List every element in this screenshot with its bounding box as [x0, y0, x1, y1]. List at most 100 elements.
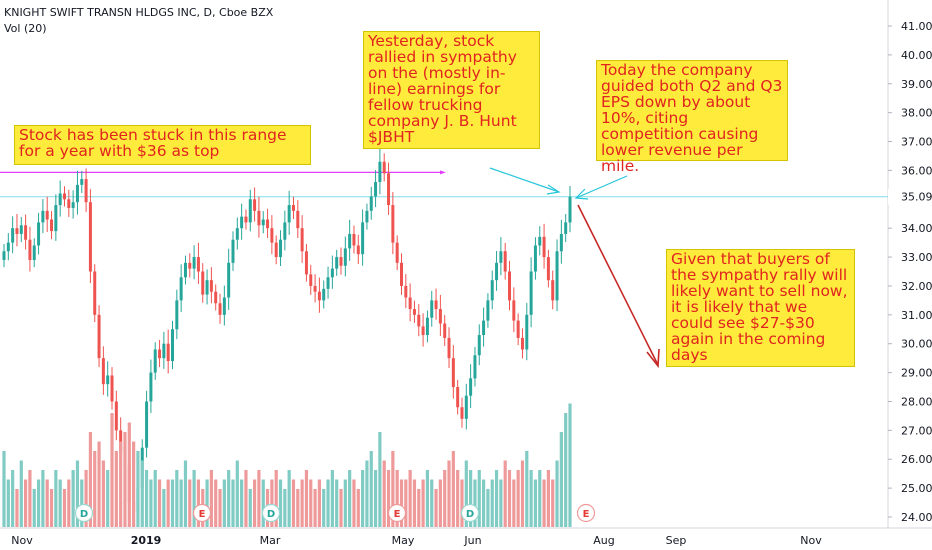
volume-bar [417, 489, 421, 527]
candle-body [339, 257, 343, 266]
candle-body [469, 378, 473, 396]
candle-body [443, 323, 447, 338]
candle-body [499, 251, 503, 263]
event-marker-circle [261, 503, 281, 523]
volume-bar [84, 470, 88, 527]
volume-bar [559, 432, 563, 527]
earnings-marker: E [387, 503, 407, 523]
event-marker-label: D [267, 509, 275, 520]
candle-body [516, 320, 520, 338]
candle-body [253, 199, 257, 211]
volume-bar [106, 470, 110, 527]
volume-bar [296, 489, 300, 527]
volume-bar [356, 489, 360, 527]
candle-body [287, 205, 291, 223]
candle-body [399, 262, 403, 286]
volume-legend: Vol (20) [4, 22, 47, 35]
candle-body [564, 222, 568, 234]
candle-body [274, 242, 278, 258]
volume-bar [369, 451, 373, 527]
volume-bar [257, 470, 261, 527]
volume-bar [339, 489, 343, 527]
volume-bar [45, 479, 49, 527]
candle-body [41, 210, 45, 223]
volume-bar [274, 470, 278, 527]
price-tick-label: 30.00 [901, 338, 932, 351]
candle-body [32, 245, 36, 260]
volume-bar [175, 470, 179, 527]
candle-body [88, 202, 92, 272]
candle-body [408, 297, 412, 310]
volume-bar [300, 479, 304, 527]
volume-bar [6, 479, 10, 527]
candle-body [348, 233, 352, 249]
candle-body [434, 300, 438, 310]
event-marker-label: E [583, 509, 590, 520]
candle-body [425, 317, 429, 336]
candle-body [231, 239, 235, 263]
volume-bar [71, 470, 75, 527]
volume-bar [144, 470, 149, 527]
volume-bar [473, 479, 477, 527]
volume-bar [494, 470, 499, 527]
volume-bar [460, 479, 464, 527]
event-marker-label: E [394, 509, 401, 520]
candle-body [533, 245, 537, 272]
volume-bar [127, 422, 131, 527]
price-tick-label: 38.00 [901, 107, 932, 120]
candle-body [67, 199, 71, 208]
candle-body [313, 285, 317, 292]
candle-body [54, 205, 58, 232]
volume-bar [62, 489, 67, 527]
volume-bar [464, 460, 468, 527]
event-marker-label: E [199, 509, 206, 520]
candle-body [244, 216, 248, 223]
volume-bar [222, 479, 226, 527]
candle-body [179, 277, 183, 301]
volume-bar [317, 479, 322, 527]
candle-body [106, 375, 110, 385]
volume-bar [481, 479, 486, 527]
volume-bar [227, 470, 231, 527]
price-tick-label: 27.00 [901, 424, 932, 437]
volume-bar [188, 479, 192, 527]
symbol-title: KNIGHT SWIFT TRANSN HLDGS INC, D, Cboe B… [4, 6, 274, 19]
price-tick-label: 41.00 [901, 20, 932, 33]
volume-bar [209, 470, 213, 527]
volume-bar [179, 479, 183, 527]
volume-bar [499, 479, 503, 527]
volume-bar [28, 470, 32, 527]
candle-body [317, 291, 321, 301]
candle-body [240, 216, 244, 229]
candle-body [525, 314, 529, 350]
candle-body [438, 309, 442, 324]
candle-body [330, 268, 334, 278]
volume-bar [287, 470, 291, 527]
dividend-marker: D [460, 503, 480, 523]
volume-bar [205, 479, 209, 527]
event-marker-circle [192, 503, 212, 523]
event-marker-label: D [466, 509, 474, 520]
candle-body [209, 280, 213, 292]
volume-bar [252, 479, 257, 527]
candle-body [369, 196, 373, 211]
volume-bar [153, 470, 157, 527]
candle-body [97, 314, 101, 359]
candle-body [110, 375, 114, 402]
candle-body [75, 184, 79, 203]
candle-body [291, 205, 295, 211]
candle-body [391, 205, 395, 243]
candle-body [183, 262, 187, 278]
volume-bar [157, 479, 162, 527]
candle-body [149, 372, 153, 402]
volume-bar [564, 413, 568, 527]
volume-bar [404, 479, 408, 527]
volume-bar [516, 470, 520, 527]
candle-body [175, 300, 179, 330]
candle-body [555, 251, 559, 301]
candle-body [2, 251, 6, 260]
volume-bar [490, 479, 494, 527]
volume-bar [248, 489, 252, 527]
candle-body [171, 329, 175, 362]
